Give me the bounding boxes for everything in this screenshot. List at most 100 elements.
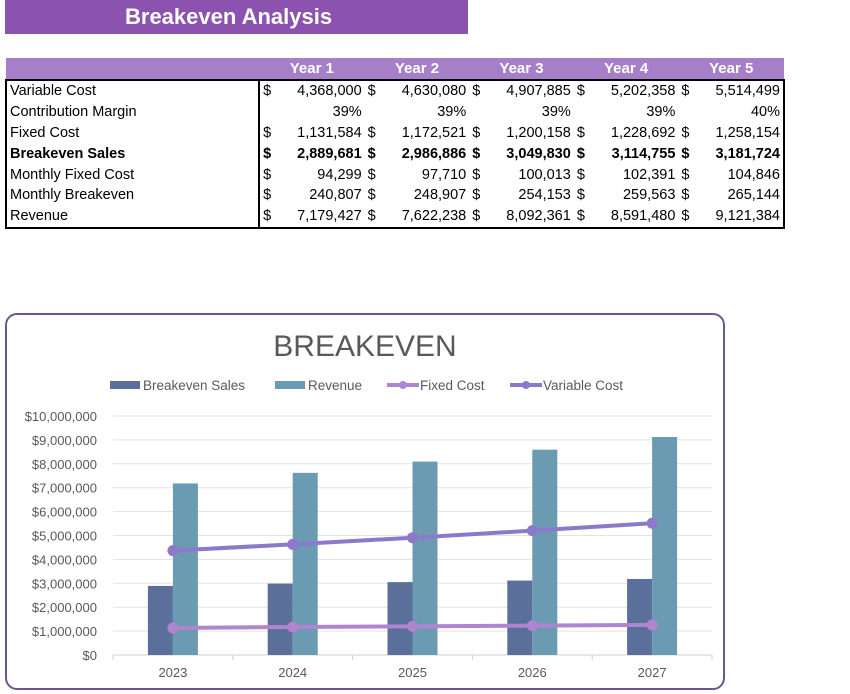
cell-value: 40%: [750, 104, 780, 121]
currency-symbol: $: [367, 145, 376, 162]
breakeven-table: Year 1 Year 2 Year 3 Year 4 Year 5 Variable …: [5, 58, 785, 229]
x-tick-label: 2026: [518, 665, 547, 680]
point-variable-cost[interactable]: [407, 532, 418, 544]
table-cell[interactable]: $8,591,480: [574, 206, 679, 228]
table-cell[interactable]: $100,013: [469, 164, 574, 185]
point-variable-cost[interactable]: [287, 538, 299, 550]
table-cell[interactable]: 40%: [678, 102, 784, 123]
table-row: Contribution Margin 39% 39% 39% 39% 40%: [6, 101, 784, 123]
table-cell[interactable]: $1,228,692: [574, 123, 679, 144]
table-cell[interactable]: $94,299: [259, 164, 365, 185]
table-cell[interactable]: $3,114,755: [574, 143, 679, 164]
bar-breakeven-sales[interactable]: [387, 582, 413, 655]
table-cell[interactable]: $240,807: [259, 185, 365, 206]
point-fixed-cost[interactable]: [646, 619, 658, 631]
bar-breakeven-sales[interactable]: [507, 580, 533, 655]
row-label: Breakeven Sales: [6, 143, 261, 165]
x-tick-label: 2024: [278, 665, 307, 680]
table-cell[interactable]: $4,630,080: [365, 80, 470, 102]
legend-item[interactable]: Variable Cost: [510, 378, 623, 393]
page-title: Breakeven Analysis: [125, 4, 333, 29]
cell-value: 3,049,830: [506, 145, 571, 162]
point-fixed-cost[interactable]: [287, 621, 299, 633]
cell-value: 254,153: [518, 187, 571, 204]
column-header: [6, 58, 260, 80]
cell-value: 2,889,681: [297, 145, 362, 162]
legend-item[interactable]: Breakeven Sales: [110, 378, 245, 393]
table-cell[interactable]: $1,258,154: [678, 123, 784, 144]
point-variable-cost[interactable]: [167, 545, 179, 557]
table-cell[interactable]: $5,514,499: [678, 80, 784, 102]
chart-title: BREAKEVEN: [273, 330, 456, 363]
point-fixed-cost[interactable]: [407, 620, 418, 632]
table-cell[interactable]: $7,179,427: [259, 206, 365, 228]
table-cell[interactable]: $3,181,724: [678, 143, 784, 164]
cell-value: 5,202,358: [610, 83, 676, 100]
bar-revenue[interactable]: [532, 449, 558, 655]
bar-revenue[interactable]: [652, 436, 678, 655]
table-cell[interactable]: $3,049,830: [469, 143, 574, 164]
currency-symbol: $: [367, 124, 376, 141]
y-tick-label: $9,000,000: [32, 433, 97, 448]
y-tick-label: $1,000,000: [32, 624, 97, 639]
table-cell[interactable]: $4,907,885: [469, 80, 574, 102]
table-cell[interactable]: $102,391: [574, 164, 679, 185]
legend-item[interactable]: Revenue: [275, 378, 362, 393]
x-tick-label: 2027: [638, 665, 667, 680]
column-header: Year 3: [469, 58, 574, 80]
column-header: Year 1: [259, 58, 365, 80]
table-cell[interactable]: $1,172,521: [365, 123, 470, 144]
currency-symbol: $: [367, 187, 376, 204]
point-variable-cost[interactable]: [646, 517, 658, 529]
cell-value: 4,907,885: [506, 83, 571, 100]
currency-symbol: $: [681, 187, 690, 204]
currency-symbol: $: [367, 83, 376, 100]
bar-breakeven-sales[interactable]: [627, 578, 653, 655]
currency-symbol: $: [681, 124, 690, 141]
table-cell[interactable]: $1,200,158: [469, 123, 574, 144]
point-fixed-cost[interactable]: [526, 620, 538, 632]
table-cell[interactable]: $248,907: [365, 185, 470, 206]
y-tick-label: $4,000,000: [32, 552, 97, 567]
table-cell[interactable]: 39%: [574, 102, 679, 123]
table-cell[interactable]: $104,846: [678, 164, 784, 185]
y-tick-label: $6,000,000: [32, 505, 97, 520]
bar-breakeven-sales[interactable]: [267, 583, 293, 655]
cell-value: 3,114,755: [611, 145, 676, 162]
currency-symbol: $: [472, 83, 481, 100]
currency-symbol: $: [576, 145, 585, 162]
table-row: Monthly Fixed Cost $94,299 $97,710 $100,013…: [6, 164, 784, 185]
bar-breakeven-sales[interactable]: [147, 585, 173, 655]
table-cell[interactable]: 39%: [365, 102, 470, 123]
table-cell[interactable]: $5,202,358: [574, 80, 679, 102]
table-cell[interactable]: $1,131,584: [259, 123, 365, 144]
table-cell[interactable]: $2,986,886: [365, 143, 470, 164]
table-cell[interactable]: 39%: [259, 102, 365, 123]
currency-symbol: $: [472, 187, 481, 204]
cell-value: 1,131,584: [297, 124, 362, 141]
table-cell[interactable]: $265,144: [678, 185, 784, 206]
table-cell[interactable]: $9,121,384: [678, 206, 784, 228]
cell-value: 94,299: [317, 166, 362, 183]
y-tick-label: $8,000,000: [32, 457, 97, 472]
currency-symbol: $: [681, 83, 690, 100]
table-cell[interactable]: $254,153: [469, 185, 574, 206]
row-label: Monthly Fixed Cost: [6, 164, 261, 185]
cell-value: 7,622,238: [401, 208, 467, 225]
table-cell[interactable]: $97,710: [365, 164, 470, 185]
breakeven-chart[interactable]: BREAKEVEN $0 $1,000,000 $2,000,000 $3,000,00…: [5, 313, 725, 690]
legend-item[interactable]: Fixed Cost: [387, 378, 485, 393]
table-cell[interactable]: $4,368,000: [259, 80, 365, 102]
table-cell[interactable]: $259,563: [574, 185, 679, 206]
point-fixed-cost[interactable]: [167, 622, 179, 634]
cell-value: 97,710: [421, 166, 467, 183]
currency-symbol: $: [263, 124, 272, 141]
point-variable-cost[interactable]: [526, 525, 538, 537]
table-cell[interactable]: 39%: [469, 102, 574, 123]
table-cell[interactable]: $8,092,361: [469, 206, 574, 228]
table-cell[interactable]: $7,622,238: [365, 206, 470, 228]
row-label: Variable Cost: [6, 80, 261, 102]
table-cell[interactable]: $2,889,681: [259, 143, 365, 164]
cell-value: 39%: [332, 104, 362, 121]
y-tick-label: $5,000,000: [32, 529, 97, 544]
